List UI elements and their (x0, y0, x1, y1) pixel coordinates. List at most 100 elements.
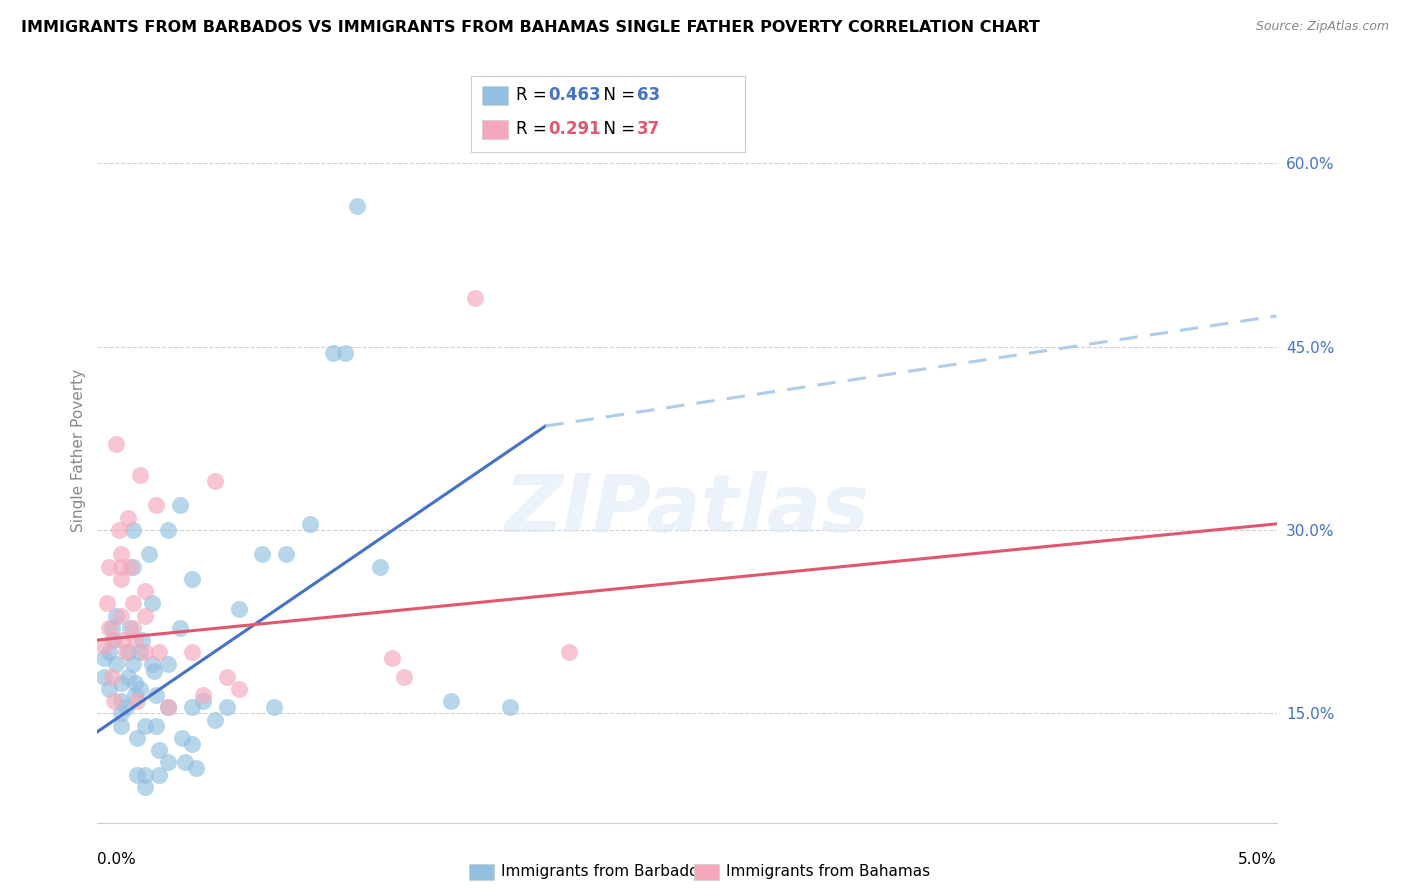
Point (100, 633, 122, 648)
Point (173, 756, 195, 770)
Point (93, 639, 115, 653)
Text: Immigrants from Barbados: Immigrants from Barbados (502, 864, 707, 880)
Point (110, 706, 132, 721)
Point (392, 670, 415, 684)
Point (180, 572, 202, 586)
Text: N =: N = (593, 87, 641, 104)
Point (114, 700, 136, 714)
Point (121, 657, 143, 672)
Point (193, 688, 215, 702)
Point (112, 633, 135, 648)
Point (110, 572, 132, 586)
Point (100, 670, 122, 684)
Point (298, 516, 321, 531)
Text: 63: 63 (637, 87, 659, 104)
Point (134, 718, 156, 732)
Point (145, 499, 167, 513)
Point (131, 633, 153, 648)
Point (169, 621, 191, 635)
Point (145, 718, 167, 732)
Point (127, 694, 149, 708)
Point (499, 700, 522, 714)
Point (107, 523, 129, 537)
Point (121, 559, 143, 574)
Point (204, 713, 226, 727)
Point (333, 345, 356, 359)
Text: 37: 37 (637, 120, 661, 138)
Point (110, 608, 132, 623)
Point (180, 737, 202, 751)
Point (274, 548, 297, 562)
Point (138, 548, 160, 562)
Point (157, 700, 180, 714)
Point (440, 694, 463, 708)
Point (134, 780, 156, 794)
Point (186, 761, 208, 775)
Point (193, 694, 215, 708)
Point (204, 474, 226, 488)
Point (134, 645, 156, 659)
Point (117, 510, 139, 524)
Point (105, 437, 128, 451)
Point (157, 523, 180, 537)
Point (121, 621, 143, 635)
Point (121, 596, 143, 610)
Point (124, 676, 146, 690)
Point (141, 596, 163, 610)
Text: 0.291: 0.291 (548, 120, 600, 138)
Point (96, 596, 118, 610)
Point (142, 664, 165, 678)
Text: R =: R = (516, 87, 553, 104)
Point (98, 681, 121, 696)
Point (215, 700, 238, 714)
Point (180, 645, 202, 659)
Y-axis label: Single Father Poverty: Single Father Poverty (72, 369, 86, 532)
Point (98, 645, 121, 659)
Point (172, 731, 194, 745)
Text: ZIPatlas: ZIPatlas (505, 471, 869, 549)
Point (215, 670, 238, 684)
Point (169, 499, 191, 513)
Text: 5.0%: 5.0% (1237, 852, 1277, 867)
Point (145, 688, 167, 702)
Text: 0.0%: 0.0% (97, 852, 136, 867)
Point (228, 681, 250, 696)
Point (105, 608, 128, 623)
Point (120, 621, 142, 635)
Point (110, 548, 132, 562)
Point (128, 645, 150, 659)
Point (370, 559, 392, 574)
Point (98, 559, 121, 574)
Point (93, 670, 115, 684)
Point (157, 700, 180, 714)
Point (322, 345, 344, 359)
Point (103, 694, 125, 708)
Point (110, 694, 132, 708)
Point (148, 767, 170, 781)
Text: R =: R = (516, 120, 553, 138)
Point (263, 700, 285, 714)
Point (114, 645, 136, 659)
Point (128, 467, 150, 482)
Point (558, 645, 581, 659)
Text: N =: N = (593, 120, 641, 138)
Point (105, 657, 128, 672)
Point (127, 731, 149, 745)
Text: Source: ZipAtlas.com: Source: ZipAtlas.com (1256, 20, 1389, 33)
Point (148, 743, 170, 757)
Point (124, 633, 146, 648)
Point (134, 584, 156, 599)
Point (110, 559, 132, 574)
Point (110, 676, 132, 690)
Point (117, 645, 139, 659)
Point (148, 645, 170, 659)
Point (157, 756, 180, 770)
Point (381, 651, 404, 665)
Point (121, 523, 143, 537)
Point (98, 621, 121, 635)
Text: IMMIGRANTS FROM BARBADOS VS IMMIGRANTS FROM BAHAMAS SINGLE FATHER POVERTY CORREL: IMMIGRANTS FROM BARBADOS VS IMMIGRANTS F… (21, 20, 1040, 35)
Point (464, 291, 486, 305)
Point (100, 621, 122, 635)
Text: 0.463: 0.463 (548, 87, 600, 104)
Point (127, 767, 149, 781)
